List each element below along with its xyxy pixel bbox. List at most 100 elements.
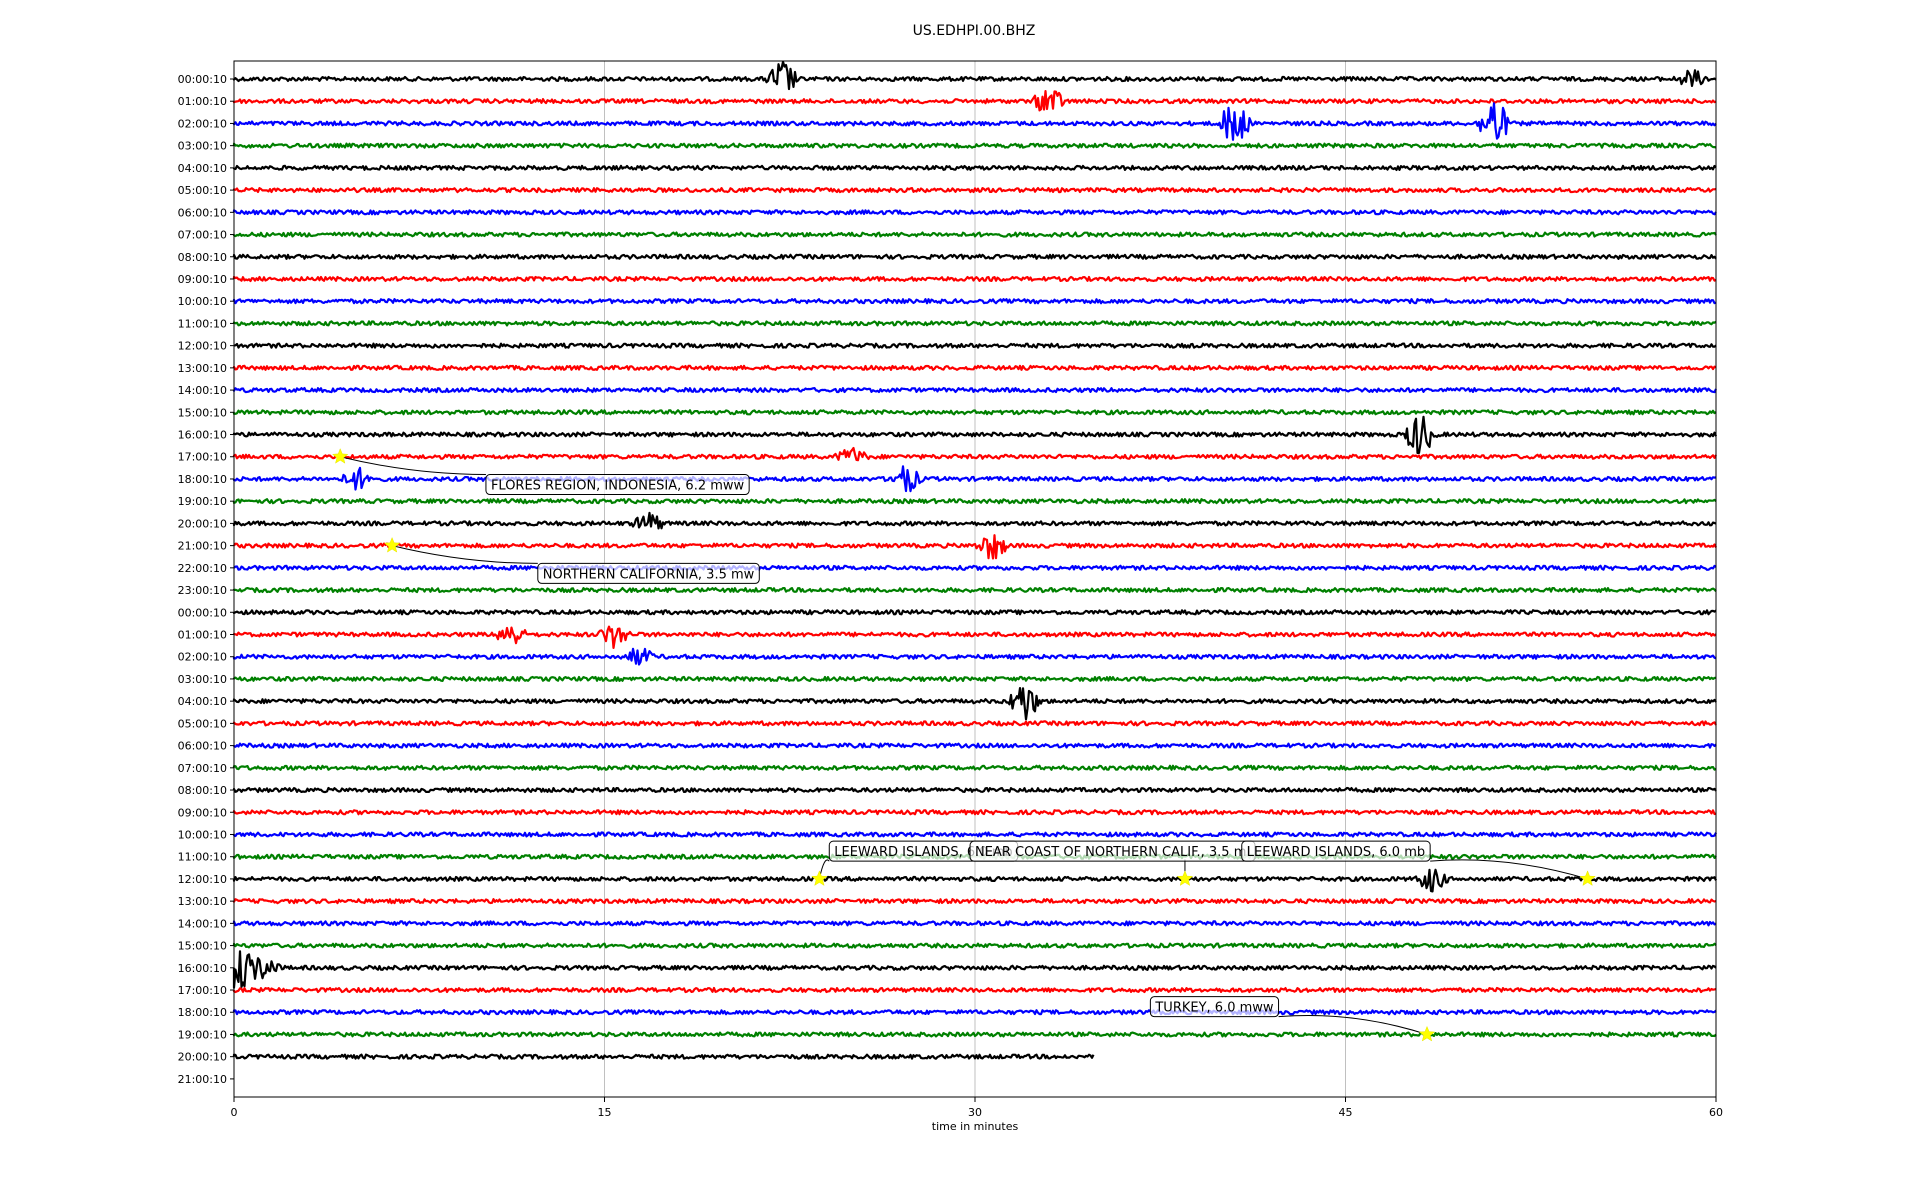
trace-row-43 <box>232 1031 1717 1038</box>
trace-row-8 <box>232 253 1717 260</box>
row-label-21: 21:00:10 <box>178 540 227 553</box>
event-connector-4 <box>1430 859 1588 880</box>
trace-group <box>232 60 1718 1060</box>
trace-row-20 <box>232 511 1717 530</box>
trace-row-2 <box>232 102 1717 141</box>
row-label-9: 09:00:10 <box>178 273 227 286</box>
row-label-12: 12:00:10 <box>178 340 227 353</box>
row-label-16: 16:00:10 <box>178 429 227 442</box>
trace-row-6 <box>232 209 1717 216</box>
trace-row-32 <box>232 786 1717 794</box>
event-annotation-1: NORTHERN CALIFORNIA, 3.5 mw <box>383 536 760 584</box>
row-label-24: 00:00:10 <box>178 606 227 619</box>
row-label-group: 00:00:10 01:00:10 02:00:10 03:00:10 04:00:10… <box>178 73 234 1086</box>
trace-row-23 <box>232 587 1717 594</box>
trace-row-18 <box>232 465 1717 493</box>
trace-row-11 <box>232 320 1717 327</box>
event-connector-5 <box>1278 1014 1428 1035</box>
trace-row-37 <box>232 898 1717 905</box>
event-label-1: NORTHERN CALIFORNIA, 3.5 mw <box>543 567 755 582</box>
row-label-11: 11:00:10 <box>178 317 227 330</box>
row-label-40: 16:00:10 <box>178 962 227 975</box>
trace-row-4 <box>232 164 1717 171</box>
event-label-5: TURKEY, 6.0 mww <box>1154 1001 1274 1016</box>
row-label-28: 04:00:10 <box>178 695 227 708</box>
trace-row-19 <box>232 498 1717 505</box>
trace-row-29 <box>232 720 1717 727</box>
trace-row-27 <box>232 675 1717 682</box>
event-label-box-0 <box>485 474 750 496</box>
trace-row-5 <box>232 187 1717 194</box>
x-tick-label-4: 60 <box>1709 1106 1723 1119</box>
row-label-5: 05:00:10 <box>178 184 227 197</box>
trace-row-26 <box>232 647 1717 666</box>
event-star-icon-3 <box>1176 870 1194 886</box>
trace-row-38 <box>232 920 1717 927</box>
row-label-43: 19:00:10 <box>178 1028 227 1041</box>
trace-row-25 <box>232 625 1717 649</box>
trace-row-0 <box>232 60 1717 91</box>
row-label-26: 02:00:10 <box>178 651 227 664</box>
trace-row-16 <box>232 415 1718 455</box>
trace-row-14 <box>232 387 1717 394</box>
row-label-0: 00:00:10 <box>178 73 227 86</box>
row-label-30: 06:00:10 <box>178 740 227 753</box>
trace-row-31 <box>232 764 1717 771</box>
trace-row-36 <box>232 868 1717 893</box>
trace-row-30 <box>232 742 1717 749</box>
event-connector-0 <box>340 456 486 476</box>
x-tick-label-2: 30 <box>968 1106 982 1119</box>
trace-row-44 <box>232 1053 1095 1060</box>
trace-row-39 <box>232 942 1717 949</box>
row-label-10: 10:00:10 <box>178 295 227 308</box>
row-label-33: 09:00:10 <box>178 806 227 819</box>
row-label-38: 14:00:10 <box>178 917 227 930</box>
row-label-13: 13:00:10 <box>178 362 227 375</box>
row-label-15: 15:00:10 <box>178 406 227 419</box>
row-label-14: 14:00:10 <box>178 384 227 397</box>
event-annotation-group: FLORES REGION, INDONESIA, 6.2 mww NORTHER… <box>331 448 1596 1042</box>
event-label-box-4 <box>1241 840 1431 862</box>
row-label-20: 20:00:10 <box>178 517 227 530</box>
trace-row-33 <box>232 809 1717 816</box>
event-connector-1 <box>391 545 538 564</box>
event-annotation-4: LEEWARD ISLANDS, 6.0 mb <box>1241 840 1596 886</box>
row-label-4: 04:00:10 <box>178 162 227 175</box>
row-label-35: 11:00:10 <box>178 851 227 864</box>
trace-row-3 <box>232 142 1717 149</box>
row-label-27: 03:00:10 <box>178 673 227 686</box>
x-axis-label: time in minutes <box>932 1120 1019 1133</box>
trace-row-42 <box>232 1009 1717 1016</box>
row-label-8: 08:00:10 <box>178 251 227 264</box>
row-label-34: 10:00:10 <box>178 828 227 841</box>
event-star-icon-2 <box>811 870 828 886</box>
row-label-23: 23:00:10 <box>178 584 227 597</box>
row-label-6: 06:00:10 <box>178 206 227 219</box>
event-annotation-0: FLORES REGION, INDONESIA, 6.2 mww <box>331 448 750 496</box>
trace-row-7 <box>232 231 1717 238</box>
trace-row-40 <box>232 950 1717 989</box>
event-star-icon-5 <box>1418 1025 1436 1042</box>
event-label-box-1 <box>537 562 760 584</box>
row-label-3: 03:00:10 <box>178 140 227 153</box>
row-label-2: 02:00:10 <box>178 117 227 130</box>
row-label-32: 08:00:10 <box>178 784 227 797</box>
trace-row-9 <box>232 275 1717 283</box>
row-label-42: 18:00:10 <box>178 1006 227 1019</box>
trace-row-28 <box>232 687 1717 721</box>
row-label-18: 18:00:10 <box>178 473 227 486</box>
row-label-31: 07:00:10 <box>178 762 227 775</box>
trace-row-15 <box>232 409 1717 416</box>
row-label-29: 05:00:10 <box>178 717 227 730</box>
trace-row-24 <box>232 609 1717 616</box>
event-annotation-5: TURKEY, 6.0 mww <box>1149 996 1436 1042</box>
row-label-22: 22:00:10 <box>178 562 227 575</box>
trace-row-12 <box>233 342 1717 349</box>
row-label-7: 07:00:10 <box>178 229 227 242</box>
trace-row-21 <box>233 534 1717 560</box>
row-label-39: 15:00:10 <box>178 940 227 953</box>
trace-row-41 <box>232 986 1717 994</box>
row-label-25: 01:00:10 <box>178 629 227 642</box>
trace-row-22 <box>233 564 1717 571</box>
